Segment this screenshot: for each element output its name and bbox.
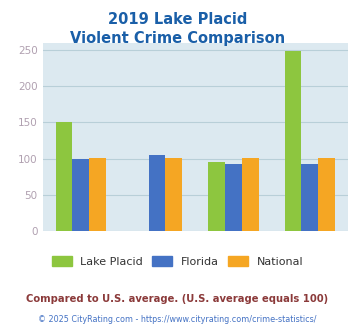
Text: Violent Crime Comparison: Violent Crime Comparison [70, 31, 285, 46]
Legend: Lake Placid, Florida, National: Lake Placid, Florida, National [51, 255, 304, 267]
Bar [225, 164, 242, 231]
Bar [318, 158, 335, 231]
Bar [285, 51, 301, 231]
Bar [56, 122, 72, 231]
Text: Compared to U.S. average. (U.S. average equals 100): Compared to U.S. average. (U.S. average … [26, 294, 329, 304]
Bar [72, 159, 89, 231]
Text: 2019 Lake Placid: 2019 Lake Placid [108, 12, 247, 26]
Bar [208, 162, 225, 231]
Bar [165, 158, 182, 231]
Bar [149, 155, 165, 231]
Bar [301, 164, 318, 231]
Bar [242, 158, 258, 231]
Text: © 2025 CityRating.com - https://www.cityrating.com/crime-statistics/: © 2025 CityRating.com - https://www.city… [38, 315, 317, 324]
Bar [89, 158, 106, 231]
